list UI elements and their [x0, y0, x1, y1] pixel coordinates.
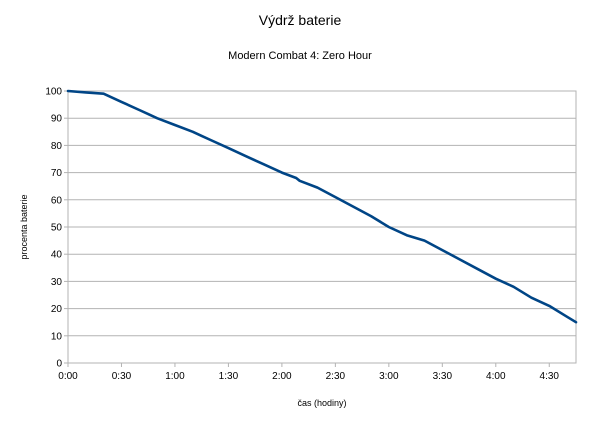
- x-tick-label: 4:00: [486, 371, 506, 382]
- battery-series-line: [66, 89, 578, 324]
- y-tick-label: 10: [51, 331, 63, 342]
- x-tick-label: 3:00: [379, 371, 399, 382]
- x-tick-label: 4:30: [540, 371, 560, 382]
- y-tick-label: 30: [51, 277, 63, 288]
- y-tick-label: 50: [51, 223, 63, 234]
- x-tick-label: 1:30: [219, 371, 239, 382]
- chart-title: Výdrž baterie: [258, 12, 342, 28]
- y-tick-label: 100: [45, 87, 62, 98]
- grid-lines: [68, 90, 576, 364]
- x-tick-label: 0:30: [112, 371, 132, 382]
- x-tick-label: 1:00: [165, 371, 185, 382]
- x-tick-label: 2:00: [272, 371, 292, 382]
- x-tick-label: 2:30: [326, 371, 346, 382]
- y-tick-label: 20: [51, 304, 63, 315]
- chart-subtitle: Modern Combat 4: Zero Hour: [228, 50, 372, 62]
- y-axis: 0 10 20 30 40 50 60 70 80 90 100: [45, 87, 68, 370]
- series-lines: [66, 89, 578, 324]
- y-axis-label: procenta baterie: [19, 194, 29, 259]
- y-tick-label: 90: [51, 114, 63, 125]
- x-tick-label: 3:30: [433, 371, 453, 382]
- y-tick-label: 70: [51, 168, 63, 179]
- y-tick-label: 80: [51, 141, 63, 152]
- x-axis: 0:00 0:30 1:00 1:30 2:00 2:30 3:00 3:30 4:00 4:30: [58, 363, 559, 382]
- y-tick-label: 40: [51, 250, 63, 261]
- x-axis-label: čas (hodiny): [297, 398, 346, 408]
- x-tick-label: 0:00: [58, 371, 78, 382]
- y-tick-label: 0: [56, 359, 62, 370]
- y-tick-label: 60: [51, 195, 63, 206]
